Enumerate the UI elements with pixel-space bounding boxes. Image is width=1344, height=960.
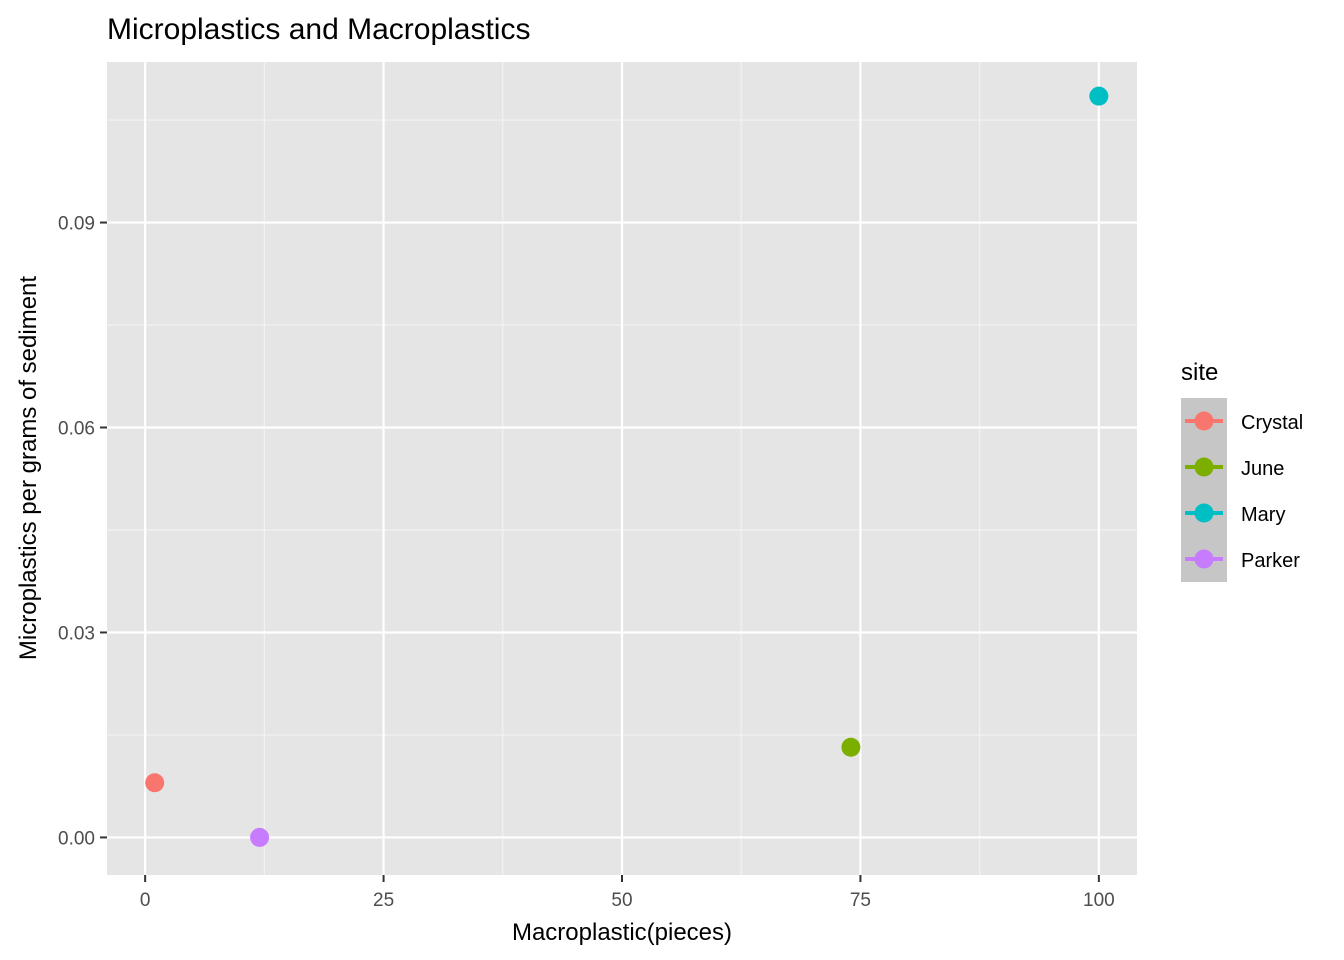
y-tick-label: 0.03 [58, 623, 95, 644]
legend-key-crystal [1185, 411, 1223, 431]
legend-key-mary [1185, 503, 1223, 523]
x-axis-label: Macroplastic(pieces) [512, 919, 732, 946]
x-tick-label: 0 [140, 890, 151, 911]
legend-key-point [1194, 503, 1214, 523]
legend-label-june: June [1241, 458, 1284, 480]
data-point-june [841, 737, 861, 757]
x-axis: 0 25 50 75 100 [140, 875, 1115, 911]
x-tick-label: 25 [373, 890, 394, 911]
legend-label-mary: Mary [1241, 504, 1285, 526]
major-gridlines [107, 62, 1137, 875]
y-tick-label: 0.00 [58, 828, 95, 849]
legend: site Crystal June Mary Parker [1181, 359, 1303, 582]
legend-key-point [1194, 549, 1214, 569]
legend-label-parker: Parker [1241, 550, 1300, 572]
y-tick-label: 0.09 [58, 214, 95, 235]
x-tick-label: 50 [611, 890, 632, 911]
data-point-parker [250, 827, 270, 847]
data-point-crystal [145, 773, 165, 793]
x-tick-label: 100 [1083, 890, 1115, 911]
data-points [145, 86, 1109, 847]
y-axis: 0.00 0.03 0.06 0.09 [58, 214, 107, 849]
y-tick-label: 0.06 [58, 419, 95, 440]
legend-key-point [1194, 411, 1214, 431]
legend-key-june [1185, 457, 1223, 477]
x-tick-label: 75 [850, 890, 871, 911]
data-point-mary [1089, 86, 1109, 106]
y-axis-label: Microplastics per grams of sediment [15, 276, 42, 660]
legend-key-parker [1185, 549, 1223, 569]
legend-key-point [1194, 457, 1214, 477]
chart-title: Microplastics and Macroplastics [107, 13, 530, 46]
legend-label-crystal: Crystal [1241, 412, 1303, 434]
legend-title: site [1181, 359, 1218, 386]
